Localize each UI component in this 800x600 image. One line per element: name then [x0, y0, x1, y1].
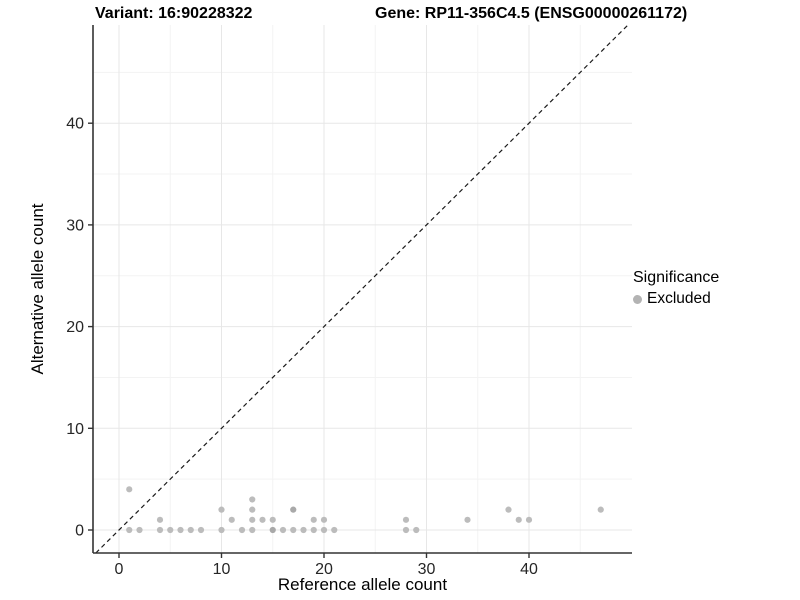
data-point	[156, 516, 164, 523]
data-point	[218, 526, 225, 534]
data-point	[505, 506, 512, 513]
data-point	[525, 516, 533, 523]
data-point	[249, 496, 256, 503]
y-tick-label: 0	[75, 523, 84, 540]
data-point	[320, 526, 328, 534]
data-point	[402, 516, 410, 523]
data-point	[249, 506, 256, 513]
data-point	[464, 516, 471, 523]
x-tick-label: 10	[213, 561, 231, 578]
data-point	[413, 526, 420, 534]
data-point	[167, 526, 174, 534]
identity-line	[95, 24, 629, 554]
data-point	[177, 526, 184, 534]
data-point	[126, 486, 133, 493]
data-point	[136, 526, 143, 534]
x-tick-label: 0	[115, 561, 124, 578]
legend: Significance Excluded	[633, 269, 719, 308]
data-point	[515, 516, 522, 523]
data-point	[197, 526, 205, 534]
data-point	[249, 526, 256, 534]
data-point	[269, 516, 276, 523]
x-axis-title: Reference allele count	[277, 575, 448, 594]
data-point	[310, 516, 317, 523]
data-point	[126, 526, 133, 534]
data-point	[402, 526, 410, 534]
x-tick-label: 20	[315, 561, 333, 578]
x-tick-label: 40	[520, 561, 538, 578]
x-tick-label: 30	[418, 561, 436, 578]
y-tick-label: 10	[66, 421, 84, 438]
data-point	[187, 526, 194, 534]
y-tick-label: 40	[66, 116, 84, 133]
y-axis-title: Alternative allele count	[28, 203, 47, 375]
data-point	[218, 506, 225, 513]
data-point	[310, 526, 317, 534]
legend-title: Significance	[633, 269, 720, 286]
data-point	[156, 526, 164, 534]
legend-item-label: Excluded	[647, 290, 711, 307]
y-tick-label: 20	[66, 319, 84, 336]
data-point	[320, 516, 328, 523]
legend-items: Excluded	[633, 290, 719, 308]
data-point	[259, 516, 266, 523]
data-point	[249, 516, 256, 523]
data-point	[238, 526, 246, 534]
data-point	[228, 516, 235, 523]
data-point	[269, 526, 276, 534]
data-point	[279, 526, 287, 534]
variant-title: Variant: 16:90228322	[95, 5, 253, 22]
data-point	[331, 526, 338, 534]
data-point	[597, 506, 604, 513]
legend-key-dot-icon	[633, 294, 642, 304]
y-tick-label: 30	[66, 217, 84, 234]
legend-item: Excluded	[633, 290, 719, 308]
data-point	[290, 526, 297, 534]
gene-title: Gene: RP11-356C4.5 (ENSG00000261172)	[375, 5, 688, 22]
data-point	[290, 506, 297, 513]
data-point	[300, 526, 307, 534]
